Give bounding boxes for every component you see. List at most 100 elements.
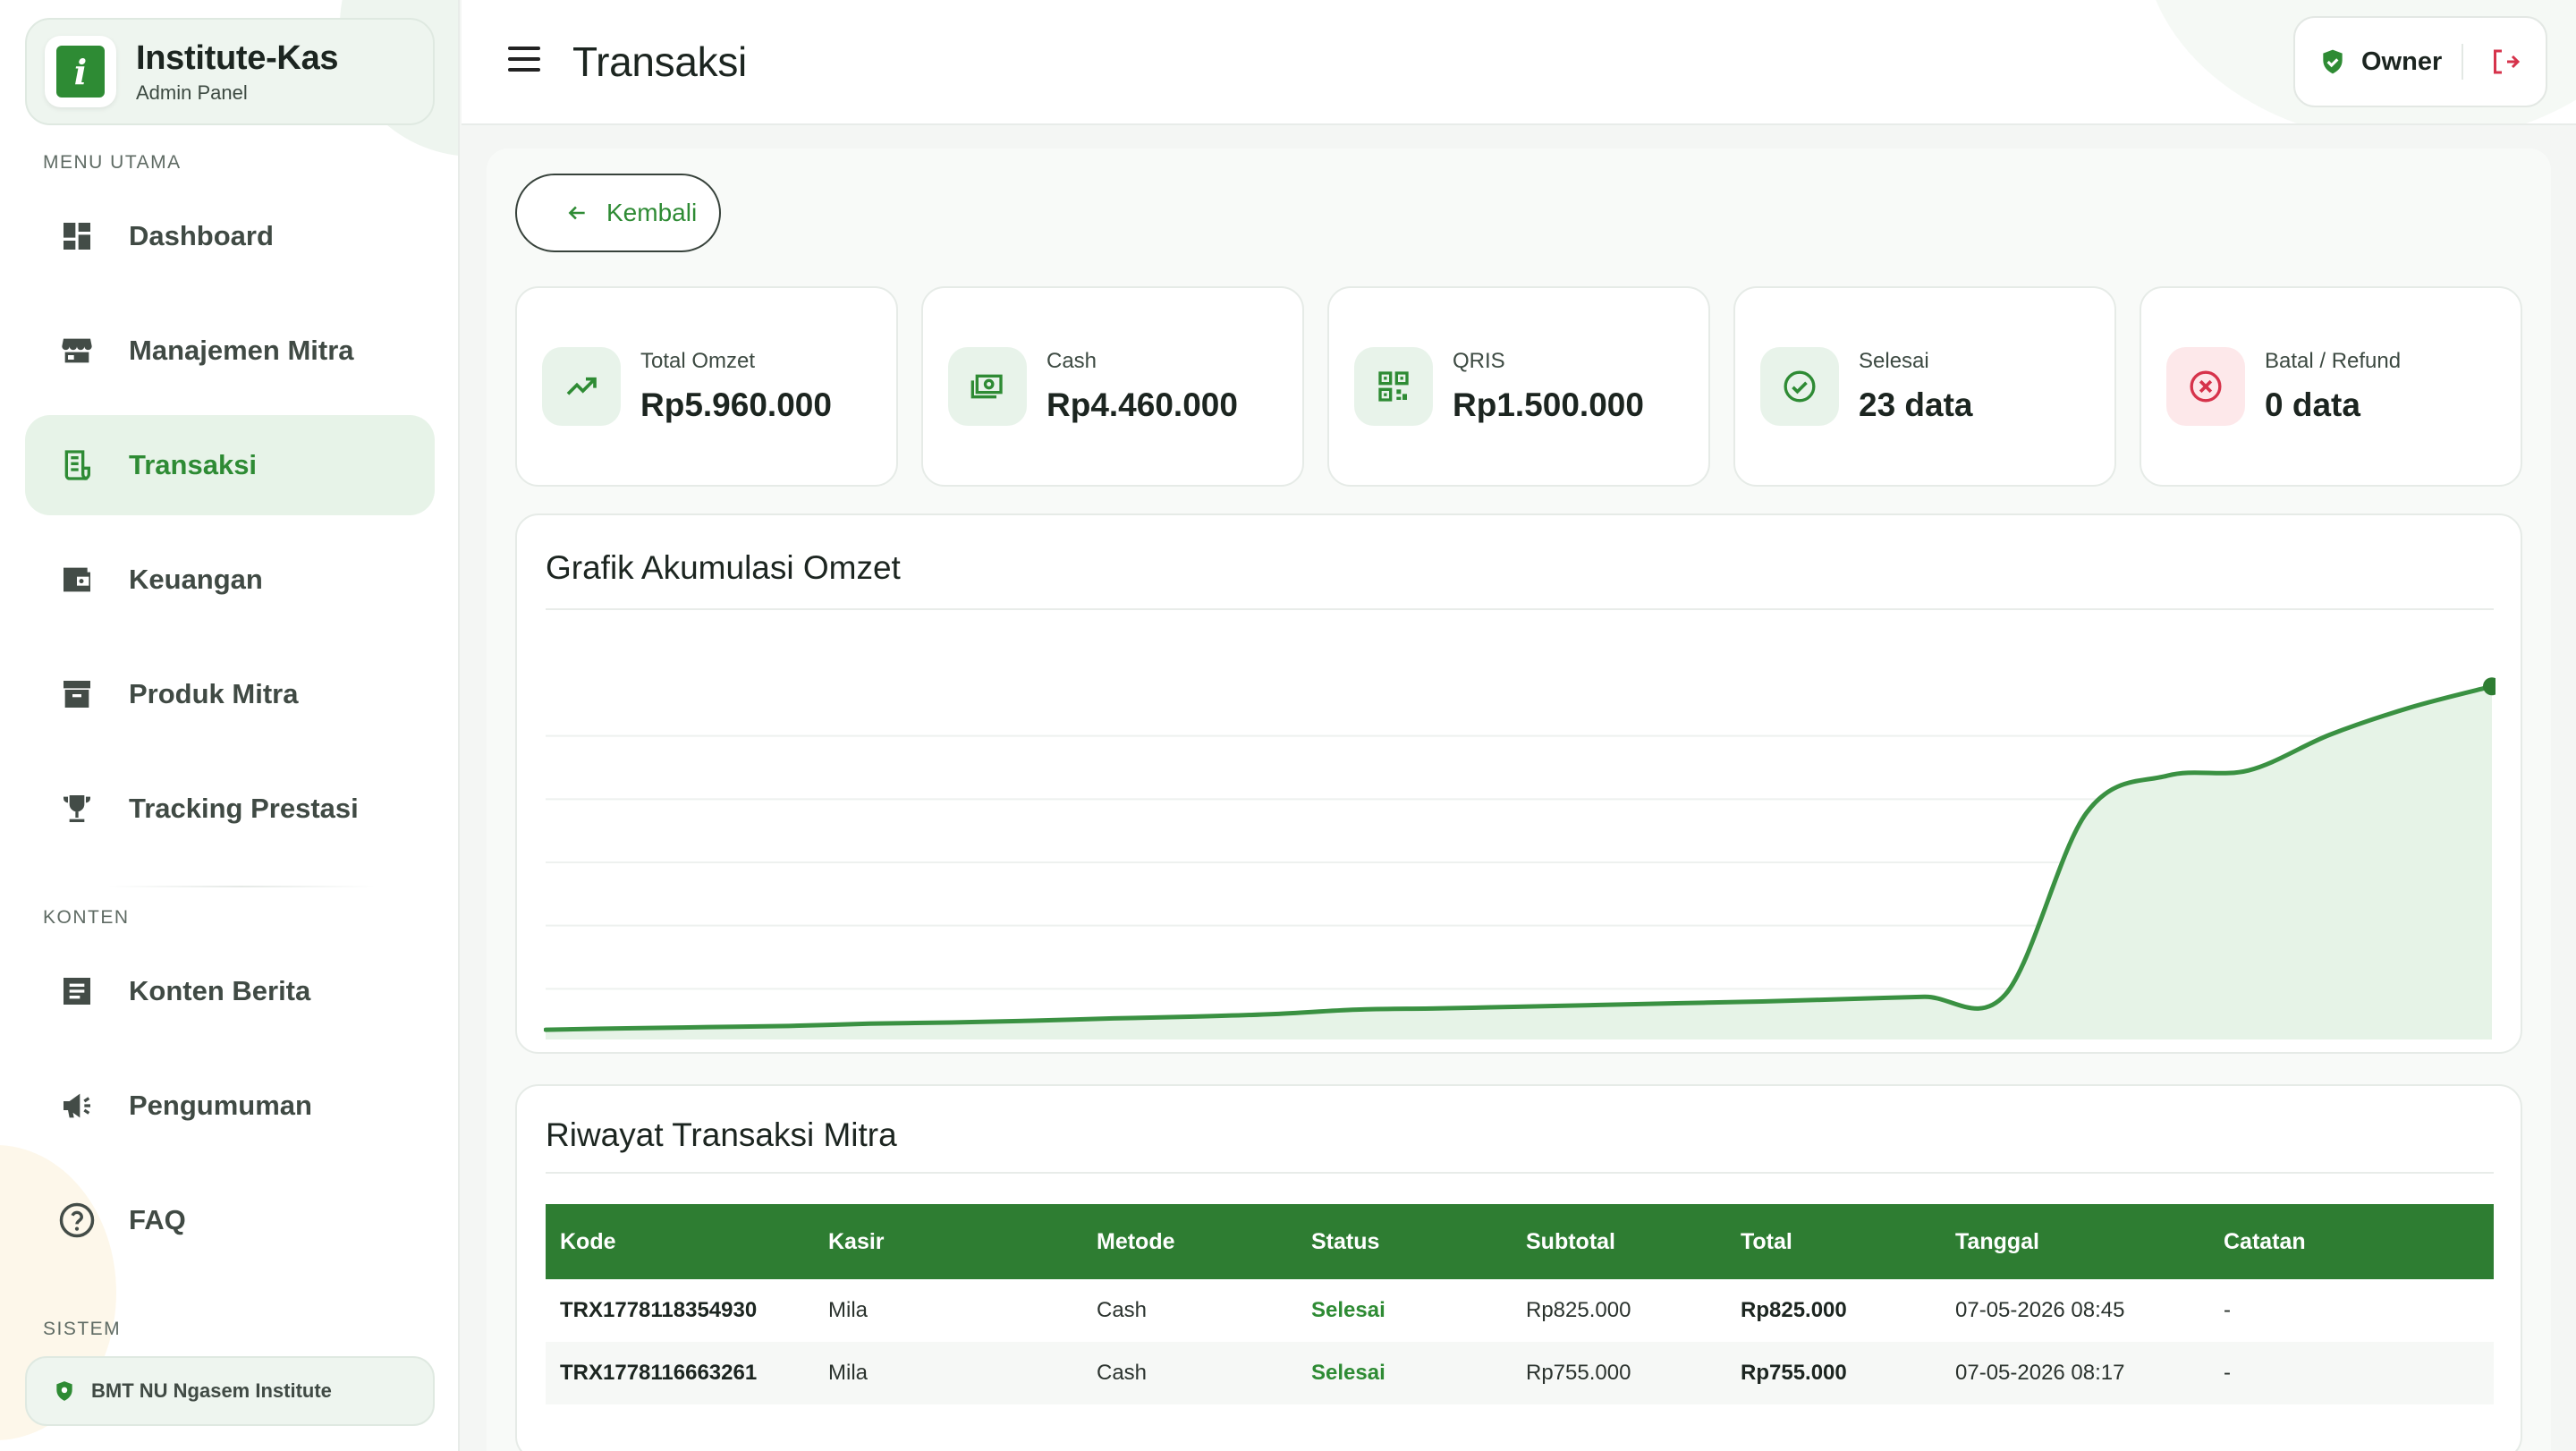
receipt-icon: [57, 445, 97, 485]
section-label-menu-utama: MENU UTAMA: [43, 152, 182, 173]
chart-point-last[interactable]: [2483, 677, 2496, 696]
sidebar-item-label: Konten Berita: [129, 975, 311, 1006]
column-header-total[interactable]: Total: [1726, 1204, 1941, 1279]
store-icon: [57, 331, 97, 370]
cell-metode: Cash: [1097, 1298, 1148, 1322]
cell-subtotal: Rp755.000: [1512, 1342, 1726, 1404]
logout-icon[interactable]: [2487, 44, 2522, 80]
archive-icon: [57, 675, 97, 714]
stat-card-batal-refund: Batal / Refund 0 data: [2140, 286, 2522, 487]
column-header-metode[interactable]: Metode: [1082, 1204, 1297, 1279]
column-header-status[interactable]: Status: [1297, 1204, 1512, 1279]
sidebar-item-keuangan[interactable]: Keuangan: [25, 530, 435, 630]
sidebar-item-label: Produk Mitra: [129, 678, 299, 709]
sidebar-item-label: FAQ: [129, 1204, 186, 1235]
stat-label: Cash: [1046, 349, 1097, 373]
trending-up-icon: [542, 347, 621, 426]
sidebar-item-produk-mitra[interactable]: Produk Mitra: [25, 644, 435, 744]
top-header: Transaksi Owner: [462, 0, 2576, 125]
stat-card-cash: Cash Rp4.460.000: [921, 286, 1304, 487]
dashboard-icon: [57, 216, 97, 256]
shield-icon: [52, 1379, 77, 1404]
stat-card-selesai: Selesai 23 data: [1733, 286, 2116, 487]
sidebar-item-manajemen-mitra[interactable]: Manajemen Mitra: [25, 301, 435, 401]
stat-value: 23 data: [1859, 386, 1973, 423]
sidebar-item-tracking-prestasi[interactable]: Tracking Prestasi: [25, 759, 435, 859]
chart-title: Grafik Akumulasi Omzet: [546, 549, 901, 586]
help-circle-icon: [57, 1201, 97, 1240]
column-header-kasir[interactable]: Kasir: [814, 1204, 1082, 1279]
menu-toggle-icon[interactable]: [508, 47, 540, 73]
cell-kode: TRX1778118354930: [560, 1298, 758, 1322]
sidebar-item-label: Transaksi: [129, 449, 258, 480]
sidebar-item-label: Tracking Prestasi: [129, 793, 359, 824]
logo-icon: i: [56, 46, 105, 98]
cell-catatan: -: [2209, 1342, 2494, 1404]
column-header-kode[interactable]: Kode: [546, 1204, 814, 1279]
cell-total: Rp755.000: [1726, 1342, 1941, 1404]
sidebar-item-pengumuman[interactable]: Pengumuman: [25, 1056, 435, 1156]
sidebar-item-label: Manajemen Mitra: [129, 335, 354, 366]
transaction-table: Kode Kasir Metode Status Subtotal Total …: [546, 1204, 2494, 1404]
verified-shield-icon: [2318, 47, 2347, 77]
x-circle-icon: [2166, 347, 2245, 426]
column-header-subtotal[interactable]: Subtotal: [1512, 1204, 1726, 1279]
table-header-row: Kode Kasir Metode Status Subtotal Total …: [546, 1204, 2494, 1279]
brand-title: Institute-Kas: [136, 38, 339, 77]
sidebar-item-label: Keuangan: [129, 564, 263, 595]
check-circle-icon: [1760, 347, 1839, 426]
sidebar-item-transaksi[interactable]: Transaksi: [25, 415, 435, 515]
cell-tanggal: 07-05-2026 08:17: [1941, 1342, 2209, 1404]
omzet-area-chart: [544, 677, 2496, 1039]
column-header-catatan[interactable]: Catatan: [2209, 1204, 2494, 1279]
brand-logo: i: [45, 36, 116, 107]
back-button[interactable]: Kembali: [515, 174, 721, 252]
sidebar-item-label: Pengumuman: [129, 1090, 312, 1121]
wallet-icon: [57, 560, 97, 599]
cell-status: Selesai: [1311, 1298, 1385, 1322]
cell-catatan: -: [2224, 1298, 2231, 1322]
cell-kasir: Mila: [828, 1298, 869, 1322]
section-label-sistem: SISTEM: [43, 1319, 122, 1339]
sidebar-item-dashboard[interactable]: Dashboard: [25, 186, 435, 286]
stat-value: Rp4.460.000: [1046, 386, 1238, 423]
table-row[interactable]: TRX1778118354930 Mila Cash Selesai Rp825…: [546, 1279, 2494, 1342]
main-content: Kembali Total Omzet Rp5.960.000 Cash Rp4…: [487, 148, 2551, 1451]
stat-label: QRIS: [1453, 349, 1505, 373]
table-row[interactable]: TRX1778116663261 Mila Cash Selesai Rp755…: [546, 1342, 2494, 1404]
cell-status: Selesai: [1297, 1342, 1512, 1404]
stat-value: 0 data: [2265, 386, 2360, 423]
cell-kasir: Mila: [814, 1342, 1082, 1404]
chart-area-fill: [546, 686, 2492, 1039]
back-button-label: Kembali: [606, 199, 698, 226]
cell-tanggal: 07-05-2026 08:45: [1955, 1298, 2125, 1322]
stat-label: Selesai: [1859, 349, 1929, 373]
page-title: Transaksi: [572, 38, 747, 85]
cell-subtotal: Rp825.000: [1526, 1298, 1631, 1322]
cash-icon: [948, 347, 1027, 426]
trophy-icon: [57, 789, 97, 828]
section-label-konten: KONTEN: [43, 907, 130, 928]
stat-label: Batal / Refund: [2265, 349, 2402, 373]
column-header-tanggal[interactable]: Tanggal: [1941, 1204, 2209, 1279]
stat-value: Rp5.960.000: [640, 386, 832, 423]
stat-value: Rp1.500.000: [1453, 386, 1644, 423]
cell-metode: Cash: [1082, 1342, 1297, 1404]
table-title: Riwayat Transaksi Mitra: [546, 1116, 897, 1153]
user-menu[interactable]: Owner: [2293, 16, 2547, 107]
transaction-history-card: Riwayat Transaksi Mitra Kode Kasir Metod…: [515, 1084, 2522, 1451]
chart-points: [2483, 677, 2496, 696]
stat-card-qris: QRIS Rp1.500.000: [1327, 286, 1710, 487]
cell-kode: TRX1778116663261: [546, 1342, 814, 1404]
sidebar: i Institute-Kas Admin Panel MENU UTAMA D…: [0, 0, 460, 1451]
sidebar-item-faq[interactable]: FAQ: [25, 1170, 435, 1270]
stat-label: Total Omzet: [640, 349, 756, 373]
chart-card: Grafik Akumulasi Omzet: [515, 513, 2522, 1054]
qr-code-icon: [1354, 347, 1433, 426]
arrow-left-icon: [565, 201, 589, 225]
sidebar-item-label: Dashboard: [129, 220, 274, 251]
brand-subtitle: Admin Panel: [136, 81, 248, 104]
sidebar-item-konten-berita[interactable]: Konten Berita: [25, 941, 435, 1041]
divider: [2462, 44, 2464, 80]
brand-card[interactable]: i Institute-Kas Admin Panel: [25, 18, 435, 125]
